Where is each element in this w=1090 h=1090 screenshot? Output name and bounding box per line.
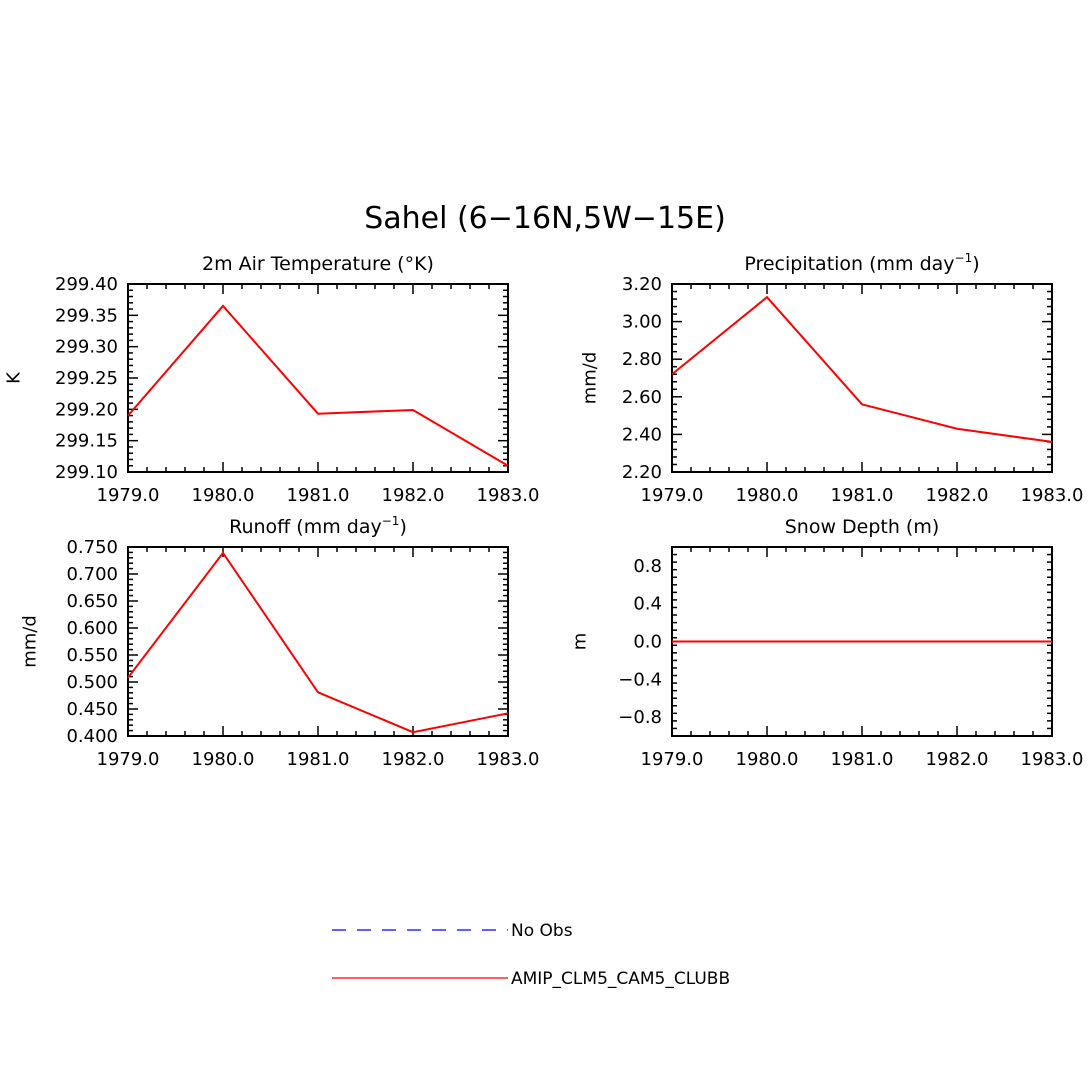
y-tick-label: 0.450 xyxy=(66,699,118,720)
x-tick-label: 1982.0 xyxy=(382,485,445,506)
panel-2: Precipitation (mm day−1) 1979.0 1980.0 1981… xyxy=(580,251,1084,506)
panel-title-superscript: −1 xyxy=(382,514,400,528)
y-tick-label: 3.00 xyxy=(622,312,662,333)
x-tick-label: 1980.0 xyxy=(736,749,799,770)
y-tick-label: 0.750 xyxy=(66,537,118,558)
x-tick-label: 1979.0 xyxy=(641,485,704,506)
x-tick-label: 1979.0 xyxy=(97,749,160,770)
y-tick-label: 299.10 xyxy=(55,462,118,483)
y-tick-label: 299.20 xyxy=(55,399,118,420)
x-tick-label: 1980.0 xyxy=(192,749,255,770)
x-tick-label: 1980.0 xyxy=(192,485,255,506)
y-tick-label: 0.400 xyxy=(66,726,118,747)
panel-title-end: ) xyxy=(972,253,979,275)
y-tick-label: 299.40 xyxy=(55,274,118,295)
y-axis-label: K xyxy=(4,371,25,384)
panel-title: Runoff (mm day−1) xyxy=(229,514,407,538)
y-axis-label: m xyxy=(570,633,591,651)
series-line xyxy=(127,304,509,467)
y-tick-label: −0.8 xyxy=(618,707,662,728)
plot-frame xyxy=(127,283,509,473)
y-tick-label: 2.20 xyxy=(622,462,662,483)
x-tick-label: 1982.0 xyxy=(382,749,445,770)
y-tick-label: 299.25 xyxy=(55,368,118,389)
x-tick-label: 1979.0 xyxy=(641,749,704,770)
x-tick-label: 1981.0 xyxy=(287,485,350,506)
y-tick-label: −0.4 xyxy=(618,669,662,690)
y-tick-label: 299.35 xyxy=(55,305,118,326)
x-tick-label: 1981.0 xyxy=(831,749,894,770)
panel-1: 2m Air Temperature (°K) 1979.0 1980.0 1981.… xyxy=(4,253,540,506)
x-tick-label: 1981.0 xyxy=(831,485,894,506)
y-tick-label: 2.80 xyxy=(622,349,662,370)
y-tick-label: 299.15 xyxy=(55,431,118,452)
y-axis-label: mm/d xyxy=(580,352,601,405)
x-tick-label: 1982.0 xyxy=(926,749,989,770)
y-tick-label: 0.0 xyxy=(633,632,662,653)
series-line xyxy=(127,551,509,734)
y-tick-label: 0.4 xyxy=(633,594,662,615)
x-tick-label: 1983.0 xyxy=(1021,485,1084,506)
plot-frame xyxy=(671,283,1053,473)
y-tick-label: 299.30 xyxy=(55,337,118,358)
y-tick-label: 0.550 xyxy=(66,645,118,666)
legend: No Obs AMIP_CLM5_CAM5_CLUBB xyxy=(332,921,730,989)
x-tick-label: 1983.0 xyxy=(477,485,540,506)
panel-4: Snow Depth (m) 1979.0 1980.0 1981.0 1982.0 19… xyxy=(570,516,1084,770)
y-tick-label: 0.600 xyxy=(66,618,118,639)
y-tick-label: 2.60 xyxy=(622,387,662,408)
legend-item: AMIP_CLM5_CAM5_CLUBB xyxy=(332,969,730,989)
y-tick-label: 0.500 xyxy=(66,672,118,693)
panel-title: 2m Air Temperature (°K) xyxy=(202,253,434,275)
plot-frame xyxy=(127,546,509,737)
series-line xyxy=(671,295,1053,443)
figure-title: Sahel (6−16N,5W−15E) xyxy=(364,201,726,236)
y-axis-label: mm/d xyxy=(20,615,41,668)
x-tick-label: 1983.0 xyxy=(477,749,540,770)
x-tick-label: 1979.0 xyxy=(97,485,160,506)
x-tick-label: 1982.0 xyxy=(926,485,989,506)
y-tick-label: 0.8 xyxy=(633,556,662,577)
legend-label: No Obs xyxy=(511,921,573,941)
y-tick-label: 3.20 xyxy=(622,274,662,295)
panel-3: Runoff (mm day−1) 1979.0 1980.0 1981.0 1982.… xyxy=(20,514,540,770)
x-tick-label: 1981.0 xyxy=(287,749,350,770)
y-tick-label: 0.700 xyxy=(66,564,118,585)
legend-label: AMIP_CLM5_CAM5_CLUBB xyxy=(511,969,730,989)
panel-title: Snow Depth (m) xyxy=(785,516,940,538)
panel-title-end: ) xyxy=(399,516,406,538)
y-tick-label: 2.40 xyxy=(622,424,662,445)
panels: 2m Air Temperature (°K) 1979.0 1980.0 1981.… xyxy=(4,251,1084,770)
x-tick-label: 1983.0 xyxy=(1021,749,1084,770)
panel-title: Precipitation (mm day−1) xyxy=(744,251,979,275)
x-tick-label: 1980.0 xyxy=(736,485,799,506)
y-tick-label: 0.650 xyxy=(66,591,118,612)
panel-title-superscript: −1 xyxy=(955,251,973,265)
legend-item: No Obs xyxy=(332,921,573,941)
